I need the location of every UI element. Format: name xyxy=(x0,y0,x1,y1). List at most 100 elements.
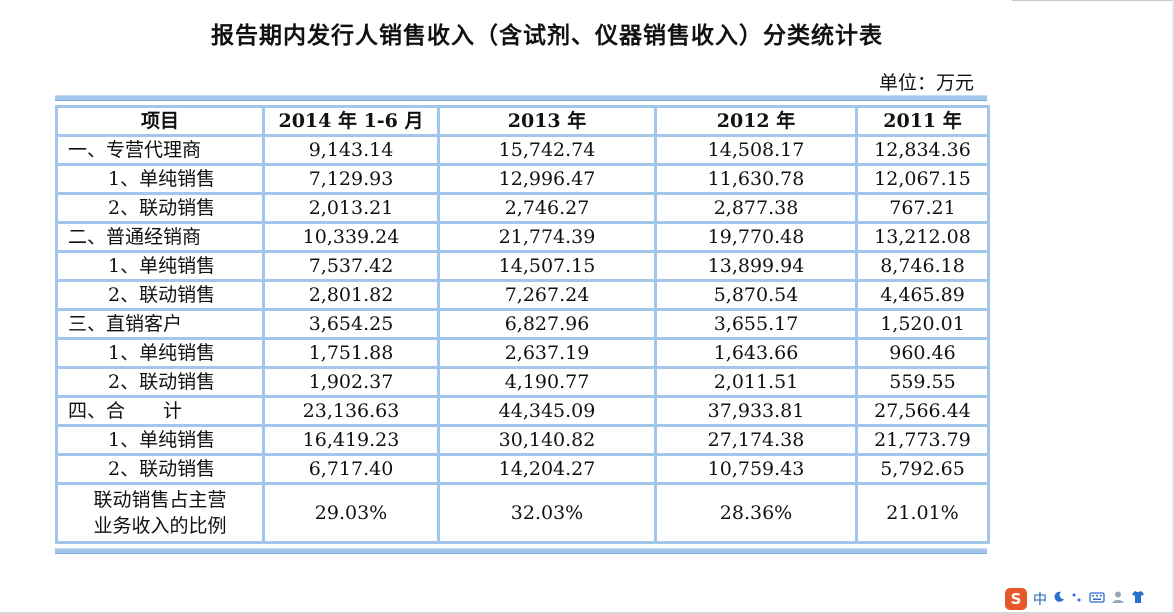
table-cell: 23,136.63 xyxy=(262,395,440,427)
table-cell: 3,655.17 xyxy=(654,308,858,340)
row-label: 1、单纯销售 xyxy=(55,250,265,282)
table-row: 2、联动销售 6,717.40 14,204.27 10,759.43 5,79… xyxy=(55,453,990,485)
row-label: 2、联动销售 xyxy=(55,279,265,311)
table-bottom-band xyxy=(55,548,987,554)
header-row: 项目 2014 年 1-6 月 2013 年 2012 年 2011 年 xyxy=(55,105,990,137)
table-row: 1、单纯销售 16,419.23 30,140.82 27,174.38 21,… xyxy=(55,424,990,456)
ratio-label-text: 联动销售占主营 业务收入的比例 xyxy=(93,487,226,539)
row-label: 四、合 计 xyxy=(55,395,265,427)
table-cell: 6,717.40 xyxy=(262,453,440,485)
table-cell: 12,067.15 xyxy=(855,163,990,195)
ratio-cell: 28.36% xyxy=(654,482,858,544)
table-row: 2、联动销售 1,902.37 4,190.77 2,011.51 559.55 xyxy=(55,366,990,398)
table-cell: 2,801.82 xyxy=(262,279,440,311)
row-label: 1、单纯销售 xyxy=(55,337,265,369)
table-cell: 21,774.39 xyxy=(437,221,657,253)
window-right-border xyxy=(1172,0,1174,614)
table-cell: 19,770.48 xyxy=(654,221,858,253)
ratio-row: 联动销售占主营 业务收入的比例 29.03% 32.03% 28.36% 21.… xyxy=(55,482,990,544)
table-cell: 12,996.47 xyxy=(437,163,657,195)
ratio-label-line2: 业务收入的比例 xyxy=(93,515,227,537)
unit-label: 单位：万元 xyxy=(878,72,974,94)
table-cell: 10,759.43 xyxy=(654,453,858,485)
table-cell: 2,013.21 xyxy=(262,192,440,224)
table-row: 1、单纯销售 7,537.42 14,507.15 13,899.94 8,74… xyxy=(55,250,990,282)
window-bottom-border xyxy=(0,612,1174,614)
table-row: 二、普通经销商 10,339.24 21,774.39 19,770.48 13… xyxy=(55,221,990,253)
table-cell: 7,267.24 xyxy=(437,279,657,311)
table-cell: 30,140.82 xyxy=(437,424,657,456)
table-cell: 27,174.38 xyxy=(654,424,858,456)
table-cell: 2,877.38 xyxy=(654,192,858,224)
table-cell: 27,566.44 xyxy=(855,395,990,427)
table-cell: 960.46 xyxy=(855,337,990,369)
ratio-cell: 21.01% xyxy=(855,482,990,544)
table-cell: 559.55 xyxy=(855,366,990,398)
header-2014h1: 2014 年 1-6 月 xyxy=(262,105,440,137)
table-cell: 4,190.77 xyxy=(437,366,657,398)
table-row: 三、直销客户 3,654.25 6,827.96 3,655.17 1,520.… xyxy=(55,308,990,340)
punctuation-icon[interactable] xyxy=(1071,591,1083,607)
table-row: 1、单纯销售 1,751.88 2,637.19 1,643.66 960.46 xyxy=(55,337,990,369)
table-cell: 2,011.51 xyxy=(654,366,858,398)
ratio-label-line1: 联动销售占主营 xyxy=(93,489,227,511)
row-label: 三、直销客户 xyxy=(55,308,265,340)
header-2011: 2011 年 xyxy=(855,105,990,137)
table-cell: 6,827.96 xyxy=(437,308,657,340)
table-row: 1、单纯销售 7,129.93 12,996.47 11,630.78 12,0… xyxy=(55,163,990,195)
header-2012: 2012 年 xyxy=(654,105,858,137)
ratio-row-label: 联动销售占主营 业务收入的比例 xyxy=(55,482,265,544)
table-cell: 1,643.66 xyxy=(654,337,858,369)
table-cell: 9,143.14 xyxy=(262,134,440,166)
table-cell: 2,637.19 xyxy=(437,337,657,369)
header-2013: 2013 年 xyxy=(437,105,657,137)
table-cell: 14,204.27 xyxy=(437,453,657,485)
sogou-logo-icon[interactable]: S xyxy=(1005,588,1027,610)
sales-table-container: 项目 2014 年 1-6 月 2013 年 2012 年 2011 年 一、专… xyxy=(55,95,990,554)
row-label: 2、联动销售 xyxy=(55,366,265,398)
table-cell: 21,773.79 xyxy=(855,424,990,456)
table-cell: 10,339.24 xyxy=(262,221,440,253)
table-cell: 2,746.27 xyxy=(437,192,657,224)
table-cell: 3,654.25 xyxy=(262,308,440,340)
table-title: 报告期内发行人销售收入（含试剂、仪器销售收入）分类统计表 xyxy=(211,23,883,49)
table-cell: 1,902.37 xyxy=(262,366,440,398)
table-cell: 16,419.23 xyxy=(262,424,440,456)
table-row: 2、联动销售 2,013.21 2,746.27 2,877.38 767.21 xyxy=(55,192,990,224)
row-label: 二、普通经销商 xyxy=(55,221,265,253)
table-cell: 14,508.17 xyxy=(654,134,858,166)
table-cell: 15,742.74 xyxy=(437,134,657,166)
table-row: 四、合 计 23,136.63 44,345.09 37,933.81 27,5… xyxy=(55,395,990,427)
table-cell: 14,507.15 xyxy=(437,250,657,282)
table-cell: 37,933.81 xyxy=(654,395,858,427)
table-cell: 5,870.54 xyxy=(654,279,858,311)
keyboard-icon[interactable] xyxy=(1089,591,1105,607)
table-cell: 8,746.18 xyxy=(855,250,990,282)
header-item: 项目 xyxy=(55,105,265,137)
table-cell: 13,212.08 xyxy=(855,221,990,253)
table-cell: 7,129.93 xyxy=(262,163,440,195)
row-label: 一、专营代理商 xyxy=(55,134,265,166)
user-icon[interactable] xyxy=(1111,590,1125,608)
table-cell: 12,834.36 xyxy=(855,134,990,166)
table-cell: 1,520.01 xyxy=(855,308,990,340)
table-row: 一、专营代理商 9,143.14 15,742.74 14,508.17 12,… xyxy=(55,134,990,166)
table-cell: 13,899.94 xyxy=(654,250,858,282)
table-cell: 4,465.89 xyxy=(855,279,990,311)
table-top-band xyxy=(55,95,987,101)
ime-mode-toggle[interactable]: 中 xyxy=(1033,592,1047,608)
row-label: 2、联动销售 xyxy=(55,453,265,485)
row-label: 1、单纯销售 xyxy=(55,163,265,195)
window-top-border xyxy=(1012,0,1174,3)
table-row: 2、联动销售 2,801.82 7,267.24 5,870.54 4,465.… xyxy=(55,279,990,311)
ratio-cell: 32.03% xyxy=(437,482,657,544)
table-cell: 5,792.65 xyxy=(855,453,990,485)
ime-toolbar[interactable]: S 中 xyxy=(1005,586,1165,612)
table-cell: 44,345.09 xyxy=(437,395,657,427)
sales-table: 项目 2014 年 1-6 月 2013 年 2012 年 2011 年 一、专… xyxy=(55,105,990,544)
row-label: 2、联动销售 xyxy=(55,192,265,224)
table-cell: 767.21 xyxy=(855,192,990,224)
moon-icon[interactable] xyxy=(1053,591,1065,607)
row-label: 1、单纯销售 xyxy=(55,424,265,456)
shirt-icon[interactable] xyxy=(1131,590,1145,608)
